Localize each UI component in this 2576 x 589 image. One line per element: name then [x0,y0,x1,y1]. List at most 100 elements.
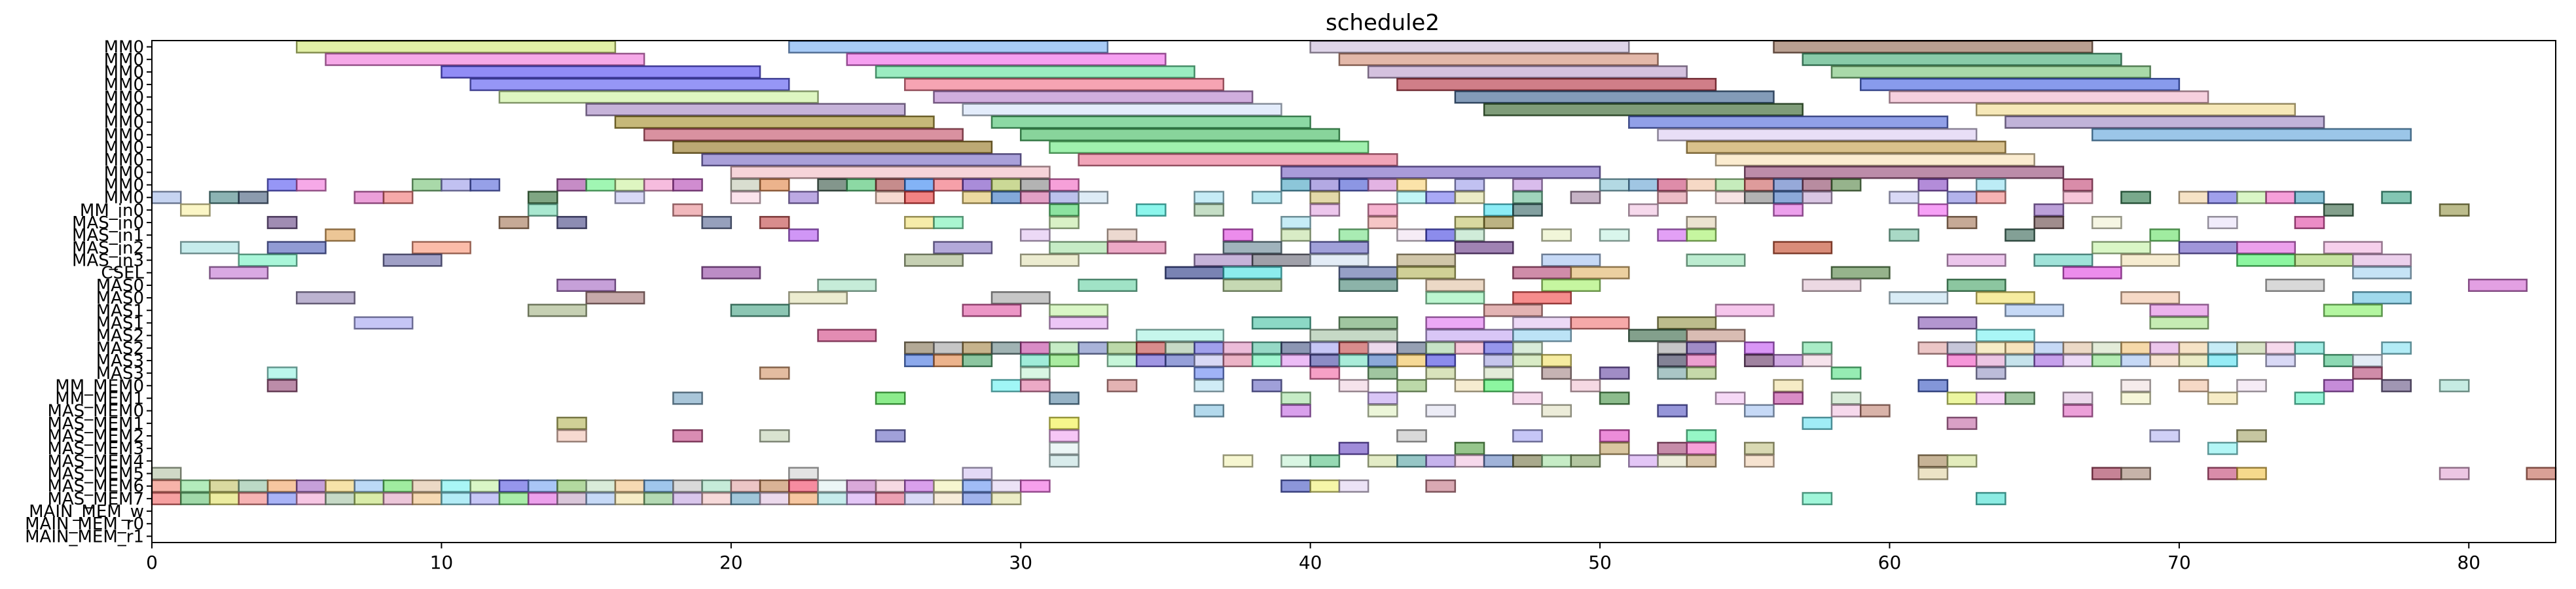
task-bar [904,353,935,368]
task-bar [1657,366,1688,380]
task-bar [1454,341,1485,355]
task-bar [1657,128,1978,141]
task-bar [1396,353,1427,368]
task-bar [1049,215,1079,230]
y-tick-label: MAIN_MEM_r1 [25,527,144,546]
task-bar [469,479,501,493]
task-bar [2149,341,2181,355]
task-bar [2120,353,2151,368]
task-bar [1338,353,1370,368]
task-bar [1019,128,1341,141]
y-tick-label: MM0 [104,88,144,107]
task-bar [585,291,645,305]
task-bar [1714,391,1746,405]
task-bar [1744,190,1775,204]
task-bar [2236,241,2296,255]
task-bar [1657,442,1688,455]
task-bar [2352,291,2412,305]
task-bar [2149,316,2209,330]
task-bar [904,341,935,355]
task-bar [238,190,269,204]
task-bar [1599,366,1630,380]
task-bar [933,90,1254,104]
task-bar [1019,366,1051,380]
task-bar [1396,429,1427,443]
task-bar [1106,353,1138,368]
y-tick-label: MM0 [104,176,144,196]
task-bar [1946,190,1978,204]
task-bar [585,491,617,505]
task-bar [1078,341,1109,355]
task-bar [1570,316,1630,330]
task-bar [1396,253,1457,267]
task-bar [1975,291,2035,305]
task-bar [1686,253,1746,267]
y-tick-label: MM0 [104,138,144,158]
task-bar [1744,178,1775,192]
task-bar [2062,190,2094,204]
task-bar [759,215,790,230]
task-bar [962,178,993,192]
task-bar [1280,454,1311,468]
task-bar [730,479,761,493]
task-bar [701,479,733,493]
task-bar [527,203,558,217]
plot-frame [151,40,2556,543]
task-bar [1830,366,1862,380]
task-bar [1396,379,1427,393]
y-tick-label: CSEL [101,264,144,283]
task-bar [2149,429,2181,443]
task-bar [1541,253,1601,267]
y-tick-label: MM0 [104,188,144,208]
task-bar [2178,241,2238,255]
task-bar [354,190,385,204]
task-bar [1802,190,1833,204]
task-bar [1019,479,1051,493]
task-bar [1628,329,1688,342]
task-bar [1338,278,1398,292]
task-bar [179,241,240,255]
task-bar [2033,353,2065,368]
task-bar [1425,316,1485,330]
task-bar [1106,241,1167,255]
task-bar [2005,391,2035,405]
chart-title: schedule2 [1326,10,1440,36]
task-bar [614,491,645,505]
task-bar [1946,215,1978,230]
y-tick-label: MM_in0 [80,201,144,221]
task-bar [1802,278,1862,292]
task-bar [1483,454,1514,468]
task-bar [1744,166,2065,179]
task-bar [1773,203,1804,217]
task-bar [1019,353,1051,368]
task-bar [179,203,211,217]
task-bar [411,491,443,505]
x-axis-ticks: 0 10 20 30 40 50 60 70 80 [146,543,2480,573]
x-tick-label: 70 [2168,552,2191,573]
task-bar [875,479,906,493]
task-bars [151,40,2557,505]
task-bar [1222,228,1254,242]
task-bar [1280,228,1311,242]
task-bar [759,491,790,505]
task-bar [1049,454,1079,468]
task-bar [1425,278,1485,292]
task-bar [1222,454,1254,468]
y-tick-label: MAS_MEM2 [47,427,144,446]
task-bar [1049,391,1079,405]
task-bar [614,178,645,192]
task-bar [1338,316,1398,330]
y-tick-label: MAS_MEM5 [47,465,144,484]
task-bar [1338,178,1370,192]
task-bar [1541,228,1572,242]
task-bar [266,479,298,493]
task-bar [1917,203,1949,217]
task-bar [1454,215,1485,230]
task-bar [730,304,790,317]
task-bar [1425,366,1457,380]
task-bar [1657,178,1688,192]
task-bar [295,178,327,192]
task-bar [643,479,674,493]
task-bar [1106,228,1138,242]
task-bar [933,241,993,255]
